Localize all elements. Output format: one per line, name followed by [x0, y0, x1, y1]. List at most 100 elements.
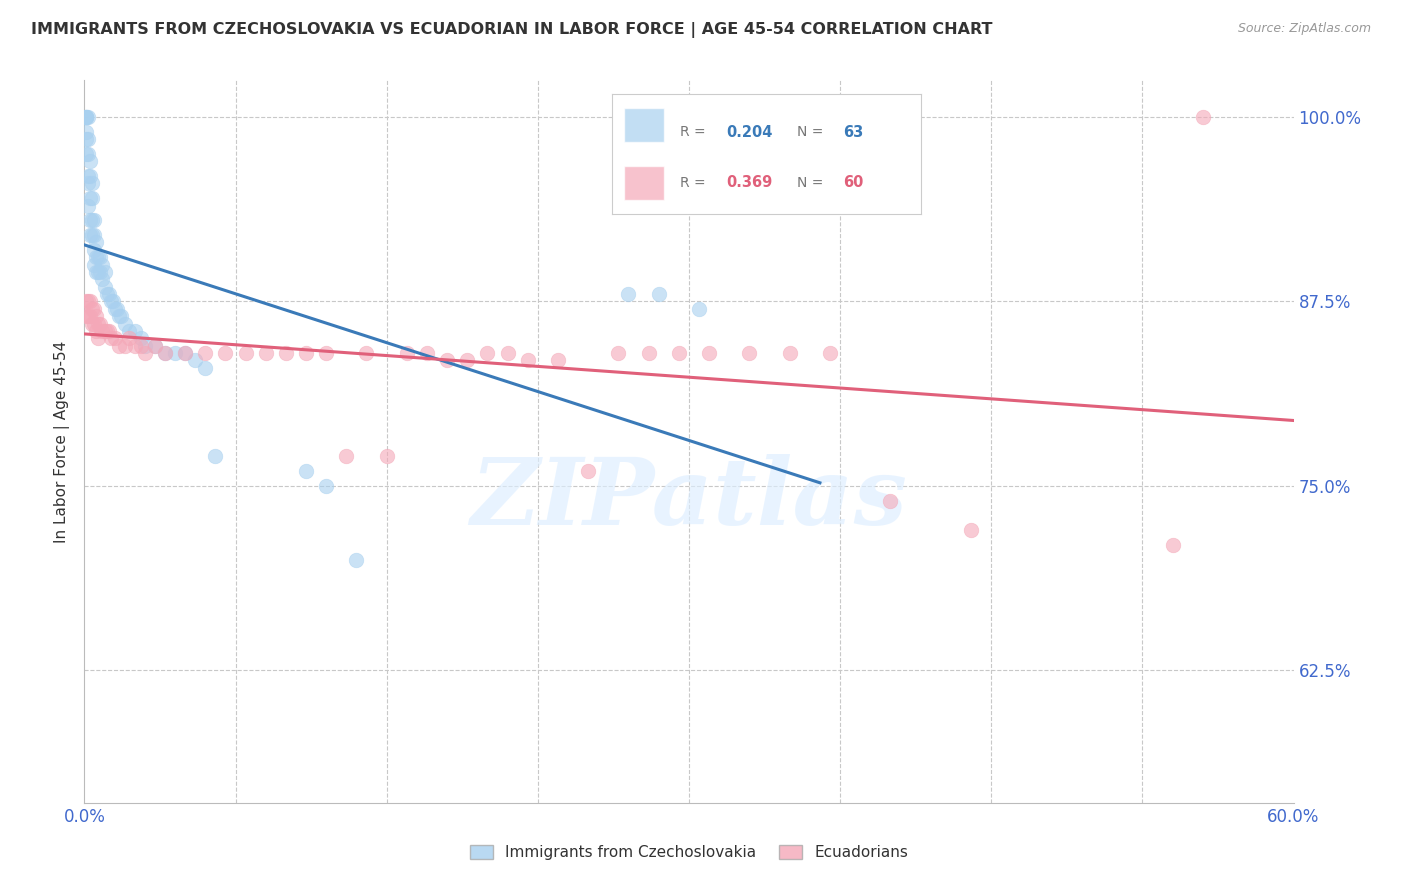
- Point: [82, 228, 104, 243]
- Point: [89, 250, 111, 264]
- Point: [129, 331, 152, 345]
- Point: [204, 450, 226, 464]
- Point: [607, 346, 630, 360]
- Point: [779, 346, 801, 360]
- Point: [82, 213, 104, 227]
- Point: [79, 169, 101, 183]
- Point: [153, 346, 176, 360]
- Point: [335, 450, 357, 464]
- Point: [79, 191, 101, 205]
- Point: [134, 346, 156, 360]
- Point: [75, 132, 97, 146]
- Point: [114, 317, 136, 331]
- Point: [77, 147, 100, 161]
- Point: [436, 353, 458, 368]
- Point: [143, 339, 166, 353]
- Point: [82, 317, 104, 331]
- Point: [697, 346, 720, 360]
- Point: [77, 132, 100, 146]
- Text: R =: R =: [679, 125, 710, 139]
- Point: [79, 213, 101, 227]
- Point: [104, 331, 127, 345]
- Point: [93, 279, 115, 293]
- Point: [235, 346, 257, 360]
- Text: 60: 60: [844, 175, 863, 190]
- Point: [89, 265, 111, 279]
- Point: [214, 346, 236, 360]
- Point: [75, 110, 97, 124]
- Point: [1192, 110, 1215, 124]
- Point: [456, 353, 478, 368]
- Legend: Immigrants from Czechoslovakia, Ecuadorians: Immigrants from Czechoslovakia, Ecuadori…: [470, 845, 908, 860]
- Point: [107, 339, 129, 353]
- Point: [75, 309, 97, 323]
- Point: [637, 346, 659, 360]
- Point: [87, 331, 110, 345]
- Point: [83, 258, 105, 272]
- Point: [1161, 538, 1184, 552]
- Point: [274, 346, 297, 360]
- Point: [174, 346, 197, 360]
- Point: [118, 331, 141, 345]
- Point: [77, 199, 100, 213]
- Point: [75, 147, 97, 161]
- Point: [96, 287, 118, 301]
- Point: [153, 346, 176, 360]
- Text: N =: N =: [797, 176, 828, 190]
- Point: [134, 339, 156, 353]
- Point: [77, 110, 100, 124]
- Point: [648, 287, 671, 301]
- Point: [100, 331, 122, 345]
- Text: 0.369: 0.369: [725, 175, 772, 190]
- Point: [86, 235, 108, 250]
- Point: [315, 479, 337, 493]
- Point: [75, 110, 97, 124]
- Point: [143, 339, 166, 353]
- Point: [93, 324, 115, 338]
- Point: [75, 125, 97, 139]
- Point: [184, 353, 207, 368]
- Point: [375, 450, 398, 464]
- Point: [110, 309, 132, 323]
- Point: [738, 346, 761, 360]
- Point: [93, 265, 115, 279]
- Point: [107, 309, 129, 323]
- Point: [79, 294, 101, 309]
- Point: [295, 346, 318, 360]
- Point: [86, 250, 108, 264]
- Point: [82, 177, 104, 191]
- Point: [496, 346, 519, 360]
- Point: [87, 265, 110, 279]
- Point: [97, 287, 120, 301]
- Point: [165, 346, 187, 360]
- Point: [87, 250, 110, 264]
- Point: [254, 346, 277, 360]
- Point: [75, 110, 97, 124]
- Point: [86, 265, 108, 279]
- Text: 63: 63: [844, 125, 863, 140]
- Point: [818, 346, 841, 360]
- Point: [547, 353, 569, 368]
- Point: [960, 523, 983, 537]
- Point: [617, 287, 640, 301]
- Point: [104, 301, 127, 316]
- Bar: [624, 166, 664, 200]
- Text: IMMIGRANTS FROM CZECHOSLOVAKIA VS ECUADORIAN IN LABOR FORCE | AGE 45-54 CORRELAT: IMMIGRANTS FROM CZECHOSLOVAKIA VS ECUADO…: [31, 22, 993, 38]
- Point: [83, 213, 105, 227]
- Point: [477, 346, 499, 360]
- Point: [129, 339, 152, 353]
- Point: [124, 339, 146, 353]
- Point: [91, 258, 114, 272]
- Point: [295, 464, 318, 478]
- Point: [77, 309, 100, 323]
- Bar: [624, 108, 664, 142]
- Point: [576, 464, 599, 478]
- Point: [82, 301, 104, 316]
- Point: [91, 324, 114, 338]
- Point: [688, 301, 710, 316]
- Point: [75, 110, 97, 124]
- Point: [105, 301, 128, 316]
- Point: [356, 346, 378, 360]
- Point: [79, 228, 101, 243]
- Point: [118, 324, 141, 338]
